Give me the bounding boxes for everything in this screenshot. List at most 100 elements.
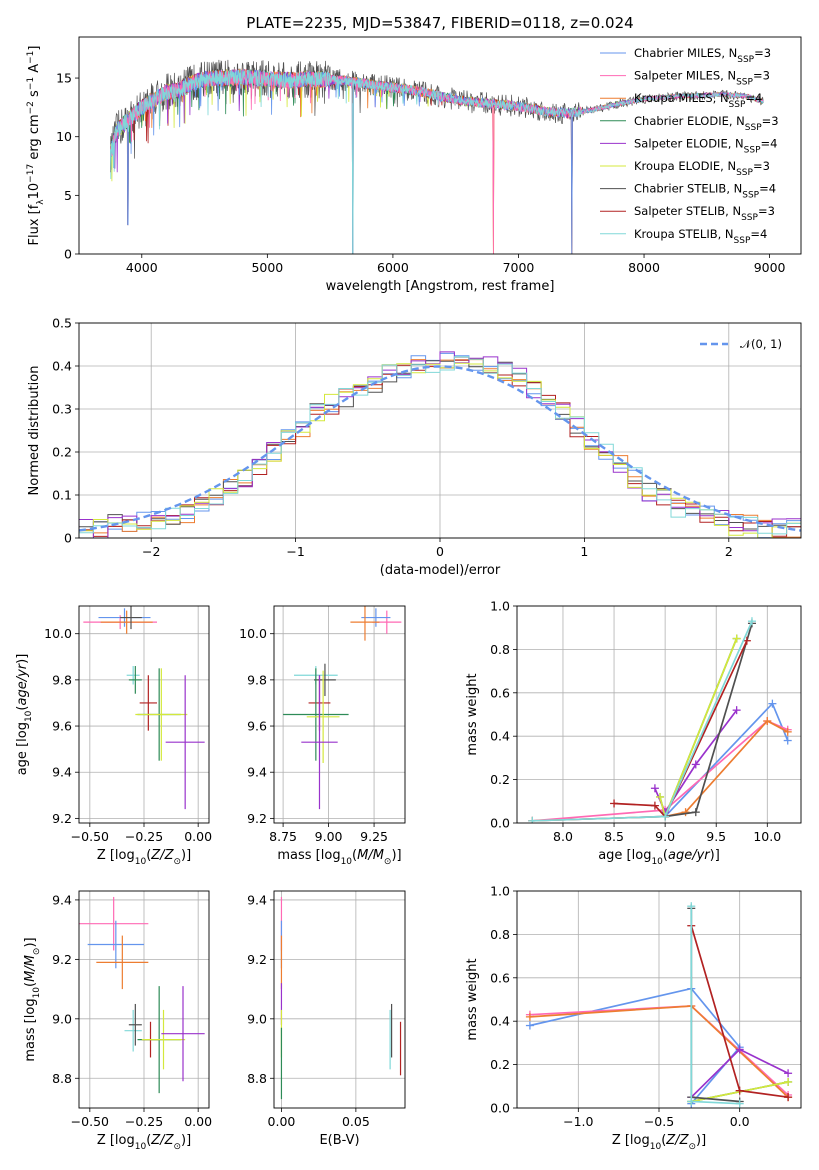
histogram-step xyxy=(79,351,801,538)
error-point xyxy=(120,606,142,630)
panel-age-vs-mass: 8.75 9.00 9.25 9.2 9.4 9.6 9.8 10.0 mass [log10(… xyxy=(239,605,406,867)
x-axis-label: Z [log10(Z/Z⊙)] xyxy=(612,1133,706,1152)
y-tick-label: 9.4 xyxy=(247,765,267,780)
weight-marker xyxy=(735,1086,744,1095)
weight-line xyxy=(529,987,741,1105)
x-tick-label: 2 xyxy=(725,544,733,559)
y-tick-label: 0.4 xyxy=(52,359,72,374)
error-point xyxy=(141,1009,186,1070)
x-tick-label: 7000 xyxy=(503,260,535,275)
legend: Chabrier MILES, NSSP=3 Salpeter MILES, NS… xyxy=(600,46,779,246)
legend-entry: Salpeter MILES, NSSP=3 xyxy=(634,69,770,88)
y-tick-label: 5 xyxy=(64,188,72,203)
weight-marker xyxy=(691,808,700,817)
y-tick-label: 0.2 xyxy=(490,772,510,787)
weight-marker xyxy=(687,1097,696,1106)
y-tick-label: 0.6 xyxy=(490,685,510,700)
axes-frame xyxy=(78,890,210,1109)
axes-frame xyxy=(78,605,210,824)
y-tick-label: 9.6 xyxy=(247,719,267,734)
x-tick-label: −0.25 xyxy=(125,829,163,844)
x-tick-label: 9.00 xyxy=(315,829,343,844)
x-tick-label: −0.50 xyxy=(71,829,109,844)
error-point xyxy=(350,606,380,641)
normal-curve xyxy=(79,365,801,532)
plot-area xyxy=(528,617,792,823)
y-axis-label: mass weight xyxy=(465,673,480,755)
y-tick-label: 0 xyxy=(64,531,72,546)
x-tick-label: 0.00 xyxy=(184,1114,212,1129)
weight-marker xyxy=(735,1045,744,1054)
x-tick-label: 4000 xyxy=(126,260,158,275)
plot-area xyxy=(525,902,793,1108)
y-axis-label: Flux [fλ10−17 erg cm−2 s−1 A−1] xyxy=(26,46,46,246)
y-tick-label: 9.2 xyxy=(247,811,267,826)
y-tick-label: 10 xyxy=(56,129,72,144)
weight-marker xyxy=(747,617,756,626)
error-point xyxy=(126,666,140,685)
panel-weight-vs-Z: −1.0 −0.5 0.0 0.0 0.2 0.4 0.6 0.8 1.0 Z [log10(Z/… xyxy=(465,884,802,1152)
error-point xyxy=(128,1003,142,1046)
x-tick-label: 6000 xyxy=(377,260,409,275)
x-tick-label: 0.0 xyxy=(730,1114,750,1129)
y-tick-label: 0.0 xyxy=(490,1101,510,1116)
weight-marker xyxy=(650,784,659,793)
histogram-step xyxy=(79,362,801,538)
error-point xyxy=(161,986,205,1082)
y-tick-label: 9.2 xyxy=(52,811,72,826)
weight-marker xyxy=(784,1077,793,1086)
error-point xyxy=(96,935,149,990)
histogram-step xyxy=(79,356,801,538)
axes-frame xyxy=(516,890,802,1109)
x-tick-label: −1 xyxy=(286,544,304,559)
y-tick-label: 9.0 xyxy=(247,1011,267,1026)
weight-marker xyxy=(763,717,772,726)
x-tick-label: 0.00 xyxy=(184,829,212,844)
x-axis-label: age [log10(age/yr)] xyxy=(598,848,720,867)
error-point xyxy=(124,1009,142,1052)
y-tick-label: 10.0 xyxy=(239,626,267,641)
x-tick-label: 5000 xyxy=(251,260,283,275)
y-tick-label: 9.2 xyxy=(52,952,72,967)
weight-marker xyxy=(768,699,777,708)
weight-marker xyxy=(525,1021,534,1030)
weight-marker xyxy=(650,801,659,810)
axes-frame xyxy=(78,322,802,539)
x-tick-label: −0.50 xyxy=(71,1114,109,1129)
error-point xyxy=(361,608,391,627)
x-tick-label: −0.25 xyxy=(125,1114,163,1129)
weight-marker xyxy=(691,760,700,769)
error-point xyxy=(128,666,142,694)
x-tick-label: 0 xyxy=(436,544,444,559)
y-tick-label: 0.0 xyxy=(490,816,510,831)
y-tick-label: 10.0 xyxy=(44,626,72,641)
y-tick-label: 1.0 xyxy=(490,599,510,614)
x-tick-label: 9.5 xyxy=(706,829,726,844)
panel-age-vs-Z: −0.50 −0.25 0.00 9.2 9.4 9.6 9.8 10.0 Z [log10(Z… xyxy=(15,605,212,867)
y-tick-label: 0 xyxy=(64,247,72,262)
spectrum-line xyxy=(110,69,764,254)
plot-area xyxy=(83,606,205,810)
axes-frame xyxy=(273,605,406,824)
panel-weight-vs-age: 8.0 8.5 9.0 9.5 10.0 0.0 0.2 0.4 0.6 0.8 1.0 age [l… xyxy=(465,599,802,867)
legend-entry: Kroupa ELODIE, NSSP=3 xyxy=(634,159,770,178)
y-tick-label: 0.5 xyxy=(52,316,72,331)
y-axis-label: age [log10(age/yr)] xyxy=(15,654,34,776)
x-tick-label: −2 xyxy=(142,544,160,559)
legend-entry: Chabrier STELIB, NSSP=4 xyxy=(634,182,776,201)
error-point xyxy=(135,668,188,761)
weight-line xyxy=(659,638,738,820)
y-tick-label: 9.8 xyxy=(52,672,72,687)
y-tick-label: 8.8 xyxy=(52,1071,72,1086)
axes-frame xyxy=(78,36,802,255)
y-tick-label: 9.4 xyxy=(247,892,267,907)
legend-entry: Salpeter ELODIE, NSSP=4 xyxy=(634,136,777,155)
y-tick-label: 9.6 xyxy=(52,719,72,734)
y-tick-label: 9.2 xyxy=(247,952,267,967)
weight-marker xyxy=(732,634,741,643)
error-point xyxy=(79,896,149,951)
error-point xyxy=(87,920,144,969)
legend-entry: Kroupa STELIB, NSSP=4 xyxy=(634,227,767,246)
error-point xyxy=(100,610,153,634)
